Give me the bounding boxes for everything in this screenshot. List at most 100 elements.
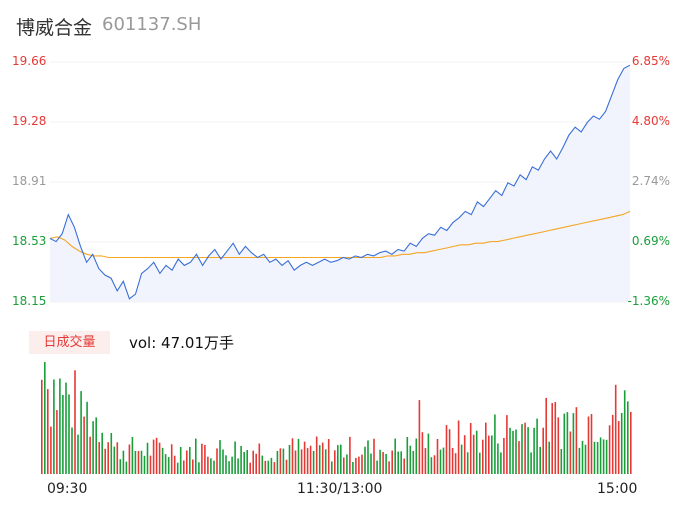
volume-bar (216, 448, 218, 474)
volume-bar (131, 437, 134, 474)
volume-bar (503, 438, 505, 474)
volume-bar (400, 451, 402, 474)
volume-bar (282, 448, 285, 474)
volume-bar (587, 416, 590, 474)
volume-bar (231, 456, 233, 474)
volume-bar (548, 441, 550, 474)
volume-bar (479, 452, 481, 474)
volume-bar (421, 432, 424, 474)
volume-tab[interactable]: 日成交量 (29, 331, 110, 354)
volume-bar (234, 441, 236, 474)
volume-bar (170, 444, 173, 474)
x-tick-label: 15:00 (597, 481, 638, 497)
volume-bar (596, 442, 599, 474)
volume-bar (173, 455, 176, 474)
volume-bar (321, 442, 324, 474)
volume-bar (427, 433, 430, 474)
volume-bar (630, 411, 632, 474)
volume-bar (128, 444, 131, 474)
volume-bar (318, 445, 321, 474)
volume-bar (418, 400, 421, 474)
volume-bar (279, 448, 282, 474)
volume-bar (397, 451, 399, 474)
volume-bar (288, 445, 291, 474)
volume-bar (340, 444, 342, 474)
y-tick-label: 18.53 (12, 234, 47, 248)
volume-bar (391, 450, 393, 474)
volume-bar (454, 453, 457, 474)
volume-bar (409, 445, 412, 474)
volume-bar (572, 413, 575, 474)
volume-bar (361, 454, 363, 474)
volume-bar (334, 450, 336, 474)
volume-bar (403, 458, 405, 474)
volume-bar (373, 438, 375, 474)
volume-bar (264, 460, 267, 474)
volume-bar (385, 454, 387, 474)
volume-bar (491, 435, 493, 474)
volume-bar (382, 452, 384, 474)
volume-bar (337, 445, 339, 474)
volume-bar (569, 431, 572, 474)
volume-bar (294, 450, 297, 474)
volume-bar (557, 417, 560, 474)
volume-bar (137, 451, 140, 474)
volume-bar (240, 446, 242, 474)
volume-bar (406, 437, 409, 474)
volume-bar (167, 457, 170, 474)
volume-bar (394, 438, 396, 474)
volume-bar (466, 452, 469, 474)
volume-bar (584, 444, 587, 474)
volume-bar (68, 394, 70, 474)
volume-bar (309, 445, 312, 474)
volume-bar (125, 461, 128, 474)
volume-bar (469, 423, 472, 474)
volume-bar (201, 443, 203, 474)
volume-bar (276, 451, 279, 474)
volume-bar (614, 384, 617, 474)
volume-bar (179, 447, 182, 474)
volume-bar (331, 461, 333, 474)
volume-bar (599, 437, 602, 474)
volume-bar (627, 401, 629, 474)
volume-bar (246, 450, 248, 474)
volume-bar (343, 457, 345, 474)
pct-tick-label: 0.69% (631, 234, 670, 248)
pct-tick-label: 2.74% (631, 174, 670, 188)
volume-bar (611, 414, 614, 474)
volume-bar (430, 457, 433, 474)
volume-bar (155, 437, 158, 474)
volume-bar (530, 452, 532, 474)
price-area-fill (50, 65, 630, 302)
volume-bar (554, 402, 557, 474)
volume-bar (210, 458, 212, 474)
volume-bar (524, 422, 526, 474)
volume-bar (306, 448, 309, 474)
volume-bar (44, 362, 46, 474)
volume-bar (463, 435, 466, 474)
volume-bar (352, 462, 354, 474)
volume-bar (521, 424, 523, 474)
volume-bar (617, 421, 620, 474)
volume-bar (237, 458, 239, 474)
volume-bar (457, 420, 460, 474)
volume-bar (560, 449, 563, 474)
volume-bar (56, 410, 58, 474)
volume-bar (358, 456, 360, 474)
volume-bar (472, 434, 475, 474)
volume-bar (255, 453, 257, 474)
volume-bar (74, 370, 76, 474)
volume-bar (605, 439, 608, 474)
volume-bar (164, 454, 167, 474)
volume-bar (494, 414, 496, 474)
volume-bar (267, 460, 270, 474)
volume-bar (539, 446, 541, 474)
volume-bar (355, 457, 357, 474)
volume-bar (315, 436, 318, 474)
volume-bar (249, 462, 251, 474)
volume-bar (225, 455, 227, 474)
volume-bar (65, 382, 67, 474)
volume-bar (143, 455, 146, 474)
volume-bar (451, 448, 454, 474)
